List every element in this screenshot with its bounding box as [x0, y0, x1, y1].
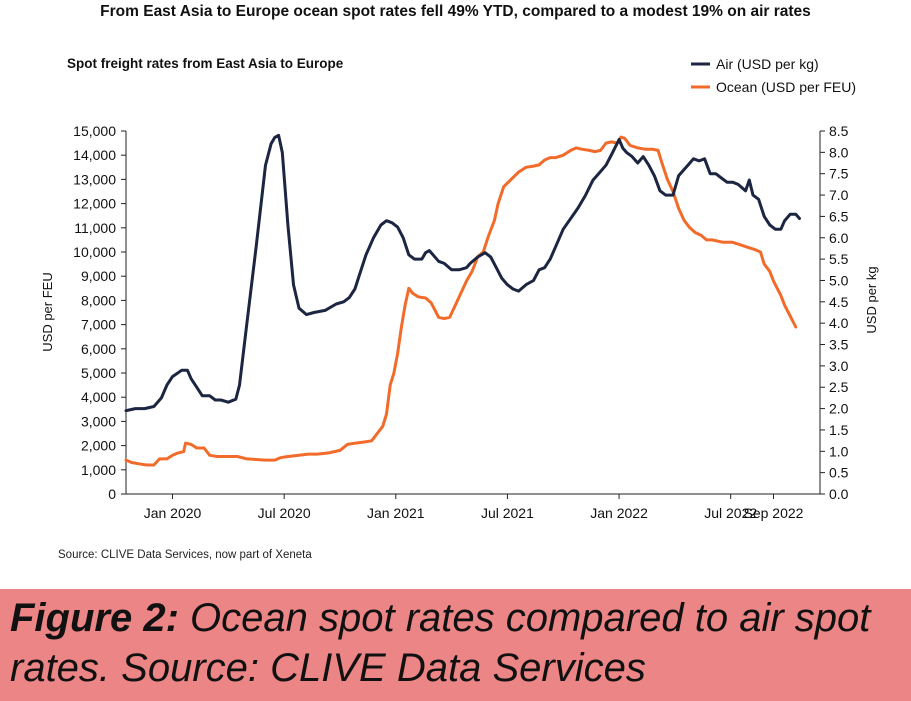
- y-right-tick-label: 6.5: [829, 208, 849, 224]
- chart: Spot freight rates from East Asia to Eur…: [40, 56, 879, 521]
- page-title: From East Asia to Europe ocean spot rate…: [100, 3, 811, 20]
- figure-caption-text: Ocean spot rates compared to air spot ra…: [10, 596, 871, 690]
- y-right-tick-label: 0.0: [829, 486, 849, 502]
- y-right-tick-label: 8.5: [829, 123, 849, 139]
- y-axis-right-label: USD per kg: [864, 266, 879, 333]
- y-right-tick-label: 1.5: [829, 422, 849, 438]
- y-left-tick-label: 0: [108, 486, 116, 502]
- y-left-tick-label: 6,000: [81, 341, 116, 357]
- y-left-tick-label: 1,000: [81, 462, 116, 478]
- y-right-tick-label: 7.5: [829, 166, 849, 182]
- y-right-tick-label: 0.5: [829, 465, 849, 481]
- y-left-tick-label: 7,000: [81, 317, 116, 333]
- x-tick-label: Jul 2022: [704, 505, 757, 521]
- y-right-tick-label: 6.0: [829, 230, 849, 246]
- y-right-tick-label: 8.0: [829, 144, 849, 160]
- axes: 0 1,000 2,000 3,000 4,000 5,000 6,000 7,000 8,00…: [73, 123, 849, 521]
- y-left-tick-label: 13,000: [73, 171, 116, 187]
- series-line-air: [124, 133, 801, 413]
- y-right-tick-label: 3.0: [829, 358, 849, 374]
- y-right-tick-label: 2.0: [829, 401, 849, 417]
- y-left-tick-label: 4,000: [81, 389, 116, 405]
- y-left-tick-label: 9,000: [81, 268, 116, 284]
- legend-label-air: Air (USD per kg): [716, 56, 819, 72]
- x-tick-label: Jul 2021: [481, 505, 534, 521]
- x-tick-label: Jan 2020: [144, 505, 202, 521]
- y-left-tick-label: 11,000: [74, 220, 116, 236]
- series-lines: [124, 133, 801, 467]
- y-left-tick-label: 10,000: [73, 244, 116, 260]
- legend-label-ocean: Ocean (USD per FEU): [716, 79, 856, 95]
- y-right-tick-label: 1.0: [829, 443, 849, 459]
- y-right-tick-label: 3.5: [829, 337, 849, 353]
- y-axis-left-label: USD per FEU: [40, 272, 55, 351]
- y-left-tick-label: 5,000: [81, 365, 116, 381]
- y-right-tick-label: 4.0: [829, 315, 849, 331]
- y-left-tick-label: 2,000: [81, 438, 116, 454]
- y-left-tick-label: 3,000: [81, 413, 116, 429]
- x-tick-label: Jul 2020: [258, 505, 311, 521]
- y-left-tick-label: 12,000: [73, 196, 116, 212]
- series-line-ocean: [124, 135, 798, 467]
- x-tick-label: Jan 2022: [590, 505, 648, 521]
- y-left-tick-label: 15,000: [73, 123, 116, 139]
- y-right-tick-label: 5.0: [829, 272, 849, 288]
- figure-caption: Figure 2: Ocean spot rates compared to a…: [0, 589, 911, 701]
- y-left-tick-label: 14,000: [73, 147, 116, 163]
- y-left-tick-label: 8,000: [81, 292, 116, 308]
- figure-label: Figure 2:: [10, 596, 179, 640]
- y-right-tick-label: 7.0: [829, 187, 849, 203]
- legend: Air (USD per kg) Ocean (USD per FEU): [691, 56, 856, 95]
- x-tick-label: Sep 2022: [744, 505, 804, 521]
- source-note: Source: CLIVE Data Services, now part of…: [58, 549, 312, 561]
- y-right-tick-label: 2.5: [829, 379, 849, 395]
- x-tick-label: Jan 2021: [367, 505, 425, 521]
- y-right-tick-label: 4.5: [829, 294, 849, 310]
- y-right-tick-label: 5.5: [829, 251, 849, 267]
- chart-title: Spot freight rates from East Asia to Eur…: [67, 56, 344, 71]
